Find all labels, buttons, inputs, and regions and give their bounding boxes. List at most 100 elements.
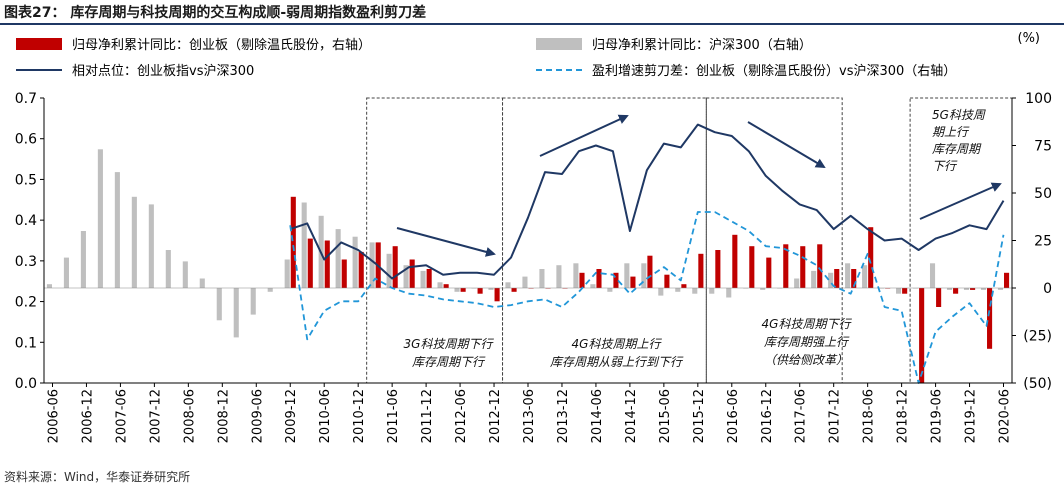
bar-s1-2010-12 xyxy=(352,236,358,288)
annotation-line: 5G科技周 xyxy=(932,108,986,122)
bar-s0-2017-12 xyxy=(834,269,840,288)
page-title: 图表27： 库存周期与科技周期的交互构成顺-弱周期指数盈利剪刀差 xyxy=(4,5,427,21)
annotation-line: 4G科技周期上行 xyxy=(572,337,663,351)
right-tick-label: 0 xyxy=(1043,281,1052,297)
bar-s1-2007-09 xyxy=(131,196,137,288)
x-tick-label: 2019-06 xyxy=(930,389,945,443)
x-tick-label: 2014-12 xyxy=(624,389,639,443)
bar-s0-2016-09 xyxy=(749,246,755,288)
title-divider xyxy=(0,23,1064,25)
annotation-line: 库存周期下行 xyxy=(412,355,486,369)
series-lines xyxy=(289,123,1005,384)
bar-s1-2009-03 xyxy=(233,288,239,338)
bar-s1-2008-03 xyxy=(165,250,171,288)
bar-s0-2010-12 xyxy=(358,251,364,288)
axes: 0.0 0.1 0.2 0.3 0.4 0.5 0.6 0.7 (50) (25) 0 25 50 75 1… xyxy=(15,31,1052,443)
x-tick-label: 2017-06 xyxy=(794,389,809,443)
bar-s0-2019-06 xyxy=(936,288,942,307)
x-tick-label: 2010-06 xyxy=(318,389,333,443)
bar-s1-2013-12 xyxy=(556,265,562,288)
bar-s1-2019-06 xyxy=(929,263,936,288)
bar-s1-2007-12 xyxy=(148,204,154,288)
right-tick-label: 75 xyxy=(1034,139,1052,155)
bar-s1-2019-09 xyxy=(946,288,953,290)
annotation-texts: 3G科技周期下行库存周期下行4G科技周期上行库存周期从弱上行到下行4G科技周期下… xyxy=(404,108,986,369)
x-tick-label: 2011-06 xyxy=(386,389,401,443)
annotation-line: 期上行 xyxy=(932,125,970,139)
bar-s0-2020-03 xyxy=(987,288,993,349)
bar-s0-2012-12 xyxy=(494,288,500,302)
annotation-text-1: 4G科技周期上行库存周期从弱上行到下行 xyxy=(550,337,684,369)
bar-s0-2010-09 xyxy=(341,259,347,288)
bar-s1-2015-03 xyxy=(641,263,647,288)
x-tick-label: 2010-12 xyxy=(352,389,367,443)
bar-s1-2010-09 xyxy=(335,229,341,288)
bar-s1-2019-12 xyxy=(963,288,970,290)
period-box-0 xyxy=(366,97,504,384)
bar-s1-2012-06 xyxy=(454,288,460,292)
legend-swatch-0 xyxy=(16,38,62,50)
bar-s1-2015-06 xyxy=(658,288,664,296)
bar-s1-2018-06 xyxy=(862,265,868,288)
x-tick-label: 2018-12 xyxy=(896,389,911,443)
bar-s1-2020-06 xyxy=(997,288,1004,290)
bar-s1-2017-09 xyxy=(811,270,817,288)
bar-s1-2015-09 xyxy=(675,288,681,292)
bar-s1-2011-09 xyxy=(403,265,409,288)
bar-s1-2018-03 xyxy=(845,263,851,288)
x-tick-label: 2016-06 xyxy=(726,389,741,443)
bar-s0-2015-09 xyxy=(681,284,687,288)
bar-s1-2010-03 xyxy=(301,202,307,288)
right-tick-label: 25 xyxy=(1034,234,1052,250)
x-tick-label: 2015-12 xyxy=(692,389,707,443)
line-series-0 xyxy=(289,123,1005,280)
left-tick-label: 0.0 xyxy=(15,376,37,392)
left-tick-label: 0.7 xyxy=(15,91,37,107)
bar-s0-2015-03 xyxy=(647,255,653,288)
legend-label-0: 归母净利累计同比：创业板（剔除温氏股份，右轴） xyxy=(72,38,371,53)
annotation-line: 库存周期 xyxy=(932,142,982,156)
bar-s0-2018-12 xyxy=(902,288,908,294)
bar-s0-2010-06 xyxy=(324,240,330,288)
bars xyxy=(46,149,1010,383)
bar-s1-2009-06 xyxy=(250,288,256,315)
bar-s0-2017-09 xyxy=(817,244,823,288)
left-tick-label: 0.4 xyxy=(15,213,37,229)
bar-s1-2018-12 xyxy=(896,288,902,294)
bar-s1-2011-03 xyxy=(369,242,375,288)
x-tick-label: 2012-06 xyxy=(454,389,469,443)
bar-s0-2016-12 xyxy=(766,257,772,288)
x-tick-label: 2008-12 xyxy=(216,389,231,443)
legend-label-3: 盈利增速剪刀差：创业板（剔除温氏股份）vs沪深300（右轴） xyxy=(592,63,956,79)
annotation-line: 库存周期强上行 xyxy=(764,335,850,349)
annotation-text-3: 5G科技周期上行库存周期下行 xyxy=(932,108,986,173)
x-tick-label: 2019-12 xyxy=(964,389,979,443)
bar-s0-2019-03 xyxy=(919,288,925,383)
bar-s1-2014-12 xyxy=(624,263,630,288)
x-tick-label: 2013-06 xyxy=(522,389,537,443)
bar-s0-2011-12 xyxy=(426,269,432,288)
x-tick-label: 2018-06 xyxy=(862,389,877,443)
period-box-2 xyxy=(705,97,843,384)
bar-s0-2011-09 xyxy=(409,259,415,288)
annotation-line: 下行 xyxy=(932,159,958,173)
bar-s1-2016-12 xyxy=(760,288,766,290)
x-tick-label: 2011-12 xyxy=(420,389,435,443)
bar-s1-2020-03 xyxy=(980,288,987,290)
bar-s1-2017-12 xyxy=(828,272,834,288)
annotation-line: 库存周期从弱上行到下行 xyxy=(550,355,684,369)
x-tick-label: 2009-06 xyxy=(250,389,265,443)
right-axis-unit: (%) xyxy=(1018,31,1041,46)
bar-s1-2007-06 xyxy=(114,172,120,288)
x-tick-label: 2007-06 xyxy=(114,389,129,443)
trend-arrow-1 xyxy=(539,114,629,157)
legend: 归母净利累计同比：创业板（剔除温氏股份，右轴） 归母净利累计同比：沪深300（右轴… xyxy=(16,37,956,79)
bar-s0-2009-12 xyxy=(290,196,296,288)
bar-s1-2015-12 xyxy=(692,288,698,294)
bar-s1-2014-06 xyxy=(590,284,596,288)
x-tick-label: 2012-12 xyxy=(488,389,503,443)
chart: 0.0 0.1 0.2 0.3 0.4 0.5 0.6 0.7 (50) (25) 0 25 50 75 1… xyxy=(15,31,1052,443)
right-tick-label: (50) xyxy=(1023,376,1052,392)
x-tick-label: 2015-06 xyxy=(658,389,673,443)
right-tick-label: 100 xyxy=(1025,91,1052,107)
